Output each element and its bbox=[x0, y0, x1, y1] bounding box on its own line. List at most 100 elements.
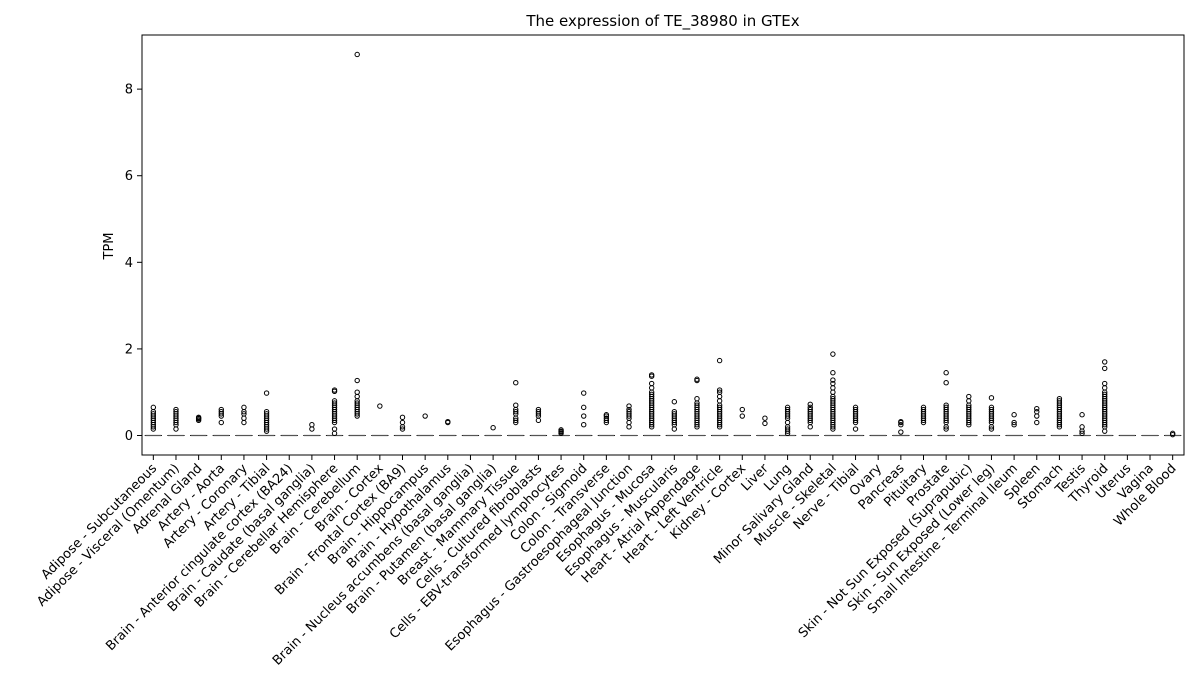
outlier-point bbox=[445, 418, 451, 425]
outlier-point bbox=[966, 393, 972, 400]
outlier-point bbox=[218, 409, 224, 415]
outlier-point bbox=[830, 380, 836, 387]
outlier-point bbox=[739, 413, 745, 419]
outlier-point bbox=[852, 404, 859, 411]
outlier-point bbox=[807, 424, 813, 430]
outlier-point bbox=[943, 379, 949, 386]
outlier-point bbox=[422, 413, 428, 419]
outlier-point bbox=[241, 404, 247, 411]
outlier-point bbox=[513, 402, 519, 408]
y-axis-label: TPM bbox=[102, 233, 117, 261]
outlier-point bbox=[241, 411, 247, 417]
outlier-point bbox=[331, 400, 338, 406]
outlier-point bbox=[241, 419, 247, 426]
outlier-point bbox=[943, 402, 949, 408]
outlier-point bbox=[581, 413, 587, 419]
outlier-point bbox=[1034, 409, 1040, 415]
outlier-series bbox=[150, 51, 1176, 438]
chart-title: The expression of TE_38980 in GTEx bbox=[525, 12, 799, 31]
outlier-point bbox=[581, 390, 587, 396]
outlier-point bbox=[739, 406, 745, 413]
outlier-point bbox=[966, 398, 972, 404]
outlier-point bbox=[195, 414, 202, 421]
outlier-point bbox=[354, 389, 360, 395]
outlier-point bbox=[581, 404, 587, 411]
outlier-point bbox=[830, 389, 836, 395]
outlier-point bbox=[898, 421, 904, 428]
y-tick-label: 0 bbox=[125, 429, 133, 444]
outlier-point bbox=[535, 417, 542, 424]
outlier-point bbox=[1102, 365, 1108, 372]
outlier-point bbox=[694, 376, 700, 382]
outlier-point bbox=[648, 385, 655, 391]
outlier-point bbox=[331, 387, 338, 393]
outlier-point bbox=[988, 404, 995, 411]
outlier-point bbox=[852, 426, 859, 432]
outlier-point bbox=[1102, 391, 1108, 398]
outlier-point bbox=[535, 409, 542, 415]
outlier-point bbox=[513, 379, 519, 386]
outlier-point bbox=[354, 393, 360, 400]
outlier-point bbox=[966, 404, 972, 411]
outlier-point bbox=[830, 396, 836, 402]
outlier-point bbox=[1102, 359, 1108, 365]
outlier-point bbox=[1011, 412, 1017, 418]
outlier-point bbox=[1079, 430, 1085, 437]
outlier-point bbox=[263, 411, 270, 417]
outlier-point bbox=[1079, 412, 1085, 418]
outlier-point bbox=[581, 421, 587, 428]
outlier-point bbox=[603, 415, 610, 421]
outlier-point bbox=[263, 409, 270, 415]
outlier-point bbox=[830, 370, 836, 376]
outlier-point bbox=[1102, 428, 1108, 434]
outlier-point bbox=[377, 403, 383, 409]
outlier-point bbox=[626, 406, 632, 413]
y-axis: 0 2 4 6 8 bbox=[125, 83, 142, 444]
outlier-point bbox=[716, 387, 723, 393]
outlier-point bbox=[1079, 424, 1085, 430]
outlier-point bbox=[648, 372, 655, 378]
y-tick-label: 6 bbox=[125, 169, 133, 184]
outlier-point bbox=[309, 426, 315, 432]
outlier-point bbox=[716, 393, 723, 400]
outlier-point bbox=[694, 402, 700, 408]
outlier-point bbox=[648, 391, 655, 398]
outlier-point bbox=[807, 401, 813, 408]
outlier-point bbox=[1102, 380, 1108, 387]
outlier-point bbox=[1056, 398, 1063, 404]
outlier-point bbox=[784, 426, 791, 432]
outlier-point bbox=[830, 351, 836, 357]
outlier-point bbox=[830, 385, 836, 391]
outlier-point bbox=[830, 377, 836, 383]
outlier-point bbox=[1011, 421, 1017, 428]
outlier-point bbox=[331, 426, 338, 432]
outlier-point bbox=[988, 406, 995, 413]
outlier-point bbox=[920, 404, 927, 411]
outlier-point bbox=[716, 398, 723, 404]
outlier-point bbox=[943, 404, 949, 411]
outlier-point bbox=[671, 409, 678, 415]
outlier-point bbox=[943, 370, 949, 376]
outlier-point bbox=[150, 411, 157, 417]
outlier-point bbox=[988, 426, 995, 432]
outlier-point bbox=[1034, 413, 1040, 419]
outlier-point bbox=[807, 404, 813, 411]
outlier-point bbox=[1011, 419, 1017, 426]
outlier-point bbox=[1102, 385, 1108, 391]
outlier-point bbox=[1056, 396, 1063, 402]
outlier-point bbox=[716, 389, 723, 395]
outlier-point bbox=[694, 396, 700, 402]
outlier-point bbox=[218, 419, 224, 426]
outlier-point bbox=[331, 398, 338, 404]
outlier-point bbox=[354, 51, 360, 58]
outlier-point bbox=[513, 409, 519, 415]
outlier-point bbox=[241, 415, 247, 421]
outlier-point bbox=[218, 406, 224, 413]
outlier-point bbox=[784, 419, 791, 426]
outlier-point bbox=[399, 419, 406, 426]
outlier-point bbox=[920, 406, 927, 413]
y-tick-label: 4 bbox=[125, 256, 133, 271]
outlier-point bbox=[716, 404, 723, 411]
outlier-point bbox=[898, 429, 904, 435]
